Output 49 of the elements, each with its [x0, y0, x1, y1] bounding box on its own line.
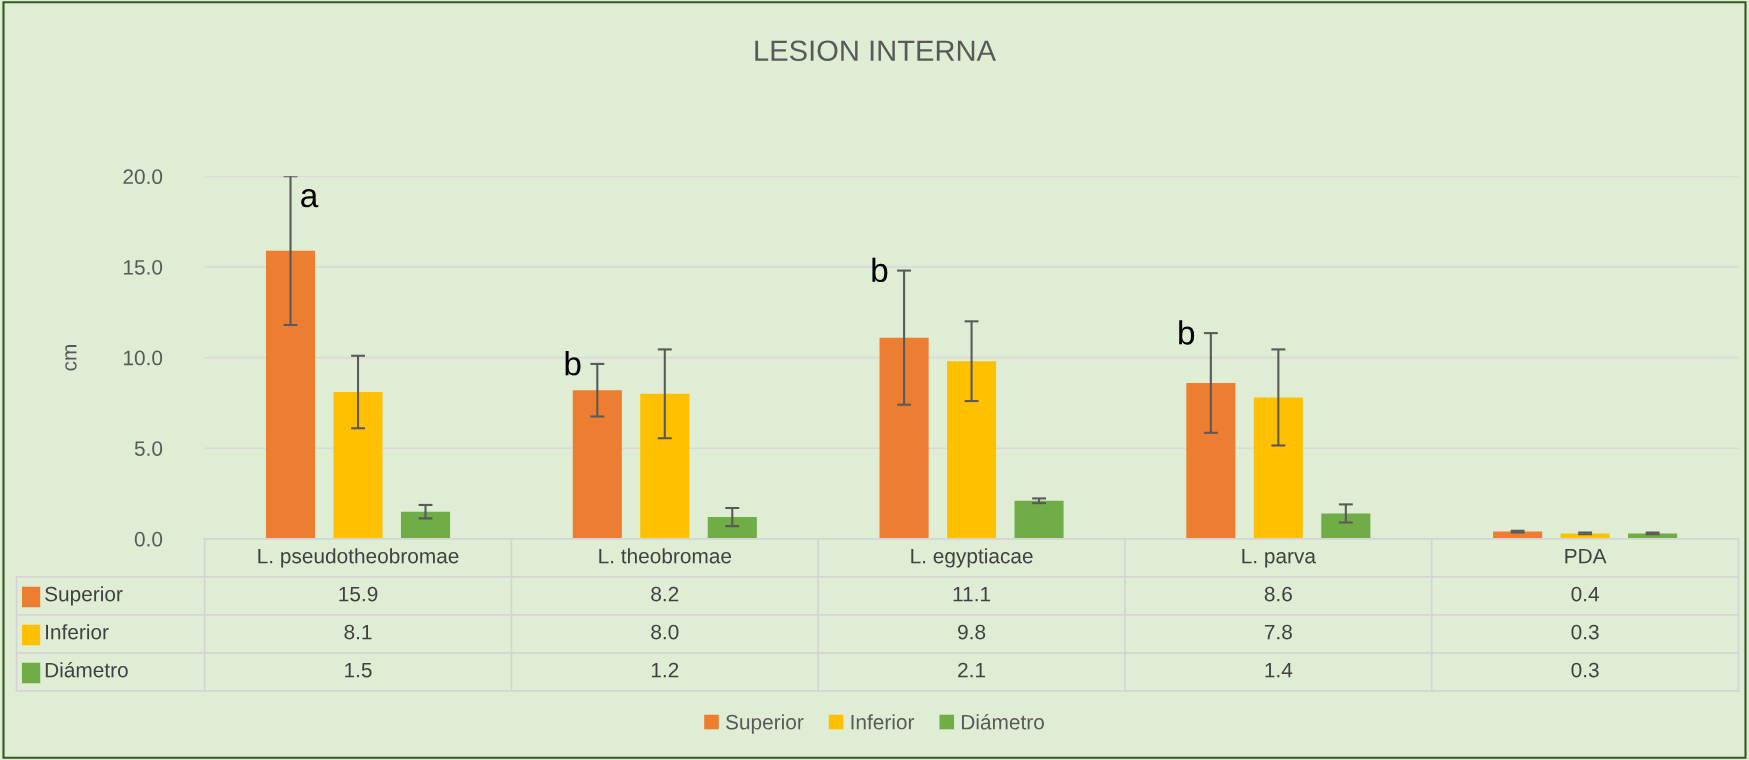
- bar: [640, 393, 690, 539]
- bar: [333, 392, 383, 539]
- x-tick-label: PDA: [1565, 548, 1607, 564]
- data-label: 8.2: [651, 586, 679, 602]
- y-axis-title: cm: [65, 345, 77, 371]
- x-tick-label: L. theobromae: [599, 548, 732, 564]
- annotation: b: [565, 350, 581, 376]
- bar: [1186, 382, 1236, 539]
- data-label: 0.3: [1571, 662, 1599, 678]
- bar: [707, 517, 757, 539]
- data-label: 15.9: [339, 586, 378, 602]
- y-tick-label: 5.0: [134, 441, 163, 456]
- annotation: a: [301, 189, 319, 208]
- bar: [1321, 513, 1371, 539]
- data-label: 9.8: [958, 624, 986, 640]
- data-label: 1.4: [1265, 662, 1293, 678]
- annotation: b: [872, 257, 888, 283]
- data-label: 0.3: [1571, 624, 1599, 640]
- x-tick-label: L. egyptiacae: [911, 548, 1033, 568]
- annotation: b: [1179, 320, 1195, 345]
- bar: [879, 337, 929, 539]
- bar: [572, 390, 622, 539]
- legend-label: Inferior: [851, 714, 915, 730]
- bar: [1014, 500, 1064, 539]
- data-label: 8.6: [1264, 586, 1292, 602]
- chart-title: LESION INTERNA: [755, 40, 996, 62]
- data-label: 2.1: [958, 662, 986, 678]
- bar: [400, 511, 451, 539]
- legend-label: Diámetro: [961, 713, 1044, 730]
- data-label: 1.5: [345, 662, 372, 678]
- text: Diámetro: [45, 661, 128, 678]
- x-tick-label: L. pseudotheobromae: [258, 548, 459, 568]
- x-tick-label: L. parva: [1242, 548, 1316, 568]
- bar: [1253, 397, 1303, 539]
- data-label: 8.1: [344, 624, 372, 640]
- data-label: 0.4: [1571, 586, 1599, 602]
- bar: [265, 250, 316, 539]
- y-tick-label: 15.0: [124, 259, 163, 275]
- bar: [947, 361, 997, 539]
- y-tick-label: 20.0: [123, 169, 163, 185]
- y-tick-label: 10.0: [124, 350, 163, 366]
- text: Inferior: [46, 624, 109, 640]
- y-tick-label: 0.0: [134, 531, 163, 547]
- data-label: 7.8: [1264, 624, 1292, 640]
- data-label: 8.0: [651, 624, 679, 640]
- data-label: 1.2: [651, 662, 679, 678]
- text: Superior: [725, 714, 804, 734]
- legend-label: Superior: [45, 586, 123, 606]
- data-label: 11.1: [953, 586, 991, 602]
